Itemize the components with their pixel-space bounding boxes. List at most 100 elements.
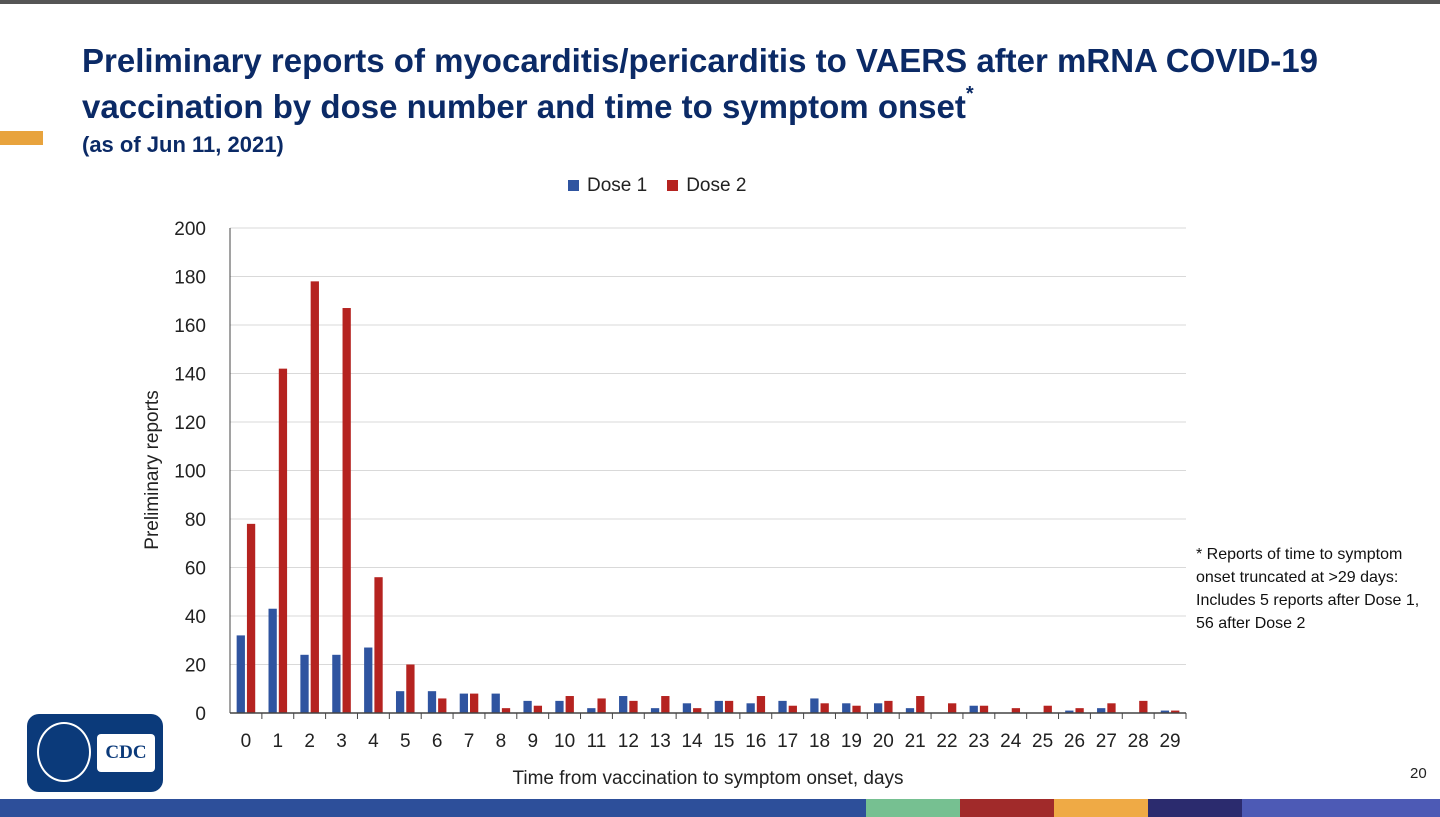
bar-dose2	[884, 700, 893, 713]
bar-dose2	[979, 705, 989, 713]
bar-dose2	[470, 693, 479, 713]
bar-dose2	[501, 708, 511, 713]
x-tick-label: 18	[809, 731, 830, 752]
y-tick-label: 60	[185, 559, 206, 580]
bar-dose2	[1075, 708, 1084, 713]
bar-dose1	[332, 654, 341, 713]
bar-dose2	[1043, 705, 1052, 713]
x-tick-label: 20	[873, 731, 894, 752]
x-tick-label: 12	[618, 731, 639, 752]
bar-dose1	[778, 700, 787, 713]
x-tick-label: 2	[304, 731, 315, 752]
bar-dose1	[1097, 708, 1106, 713]
x-tick-label: 8	[496, 731, 507, 752]
x-tick-label: 10	[554, 731, 575, 752]
y-tick-label: 100	[174, 462, 206, 483]
hhs-seal-icon	[37, 722, 91, 782]
x-tick-label: 1	[273, 731, 284, 752]
bar-dose1	[395, 691, 405, 713]
bar-dose2	[724, 700, 734, 713]
bar-dose1	[300, 654, 309, 713]
bar-dose2	[1171, 710, 1180, 713]
page-title: Preliminary reports of myocarditis/peric…	[82, 38, 1422, 130]
x-tick-label: 16	[745, 731, 766, 752]
bar-dose1	[587, 708, 596, 713]
x-tick-label: 3	[336, 731, 347, 752]
x-tick-label: 28	[1128, 731, 1149, 752]
legend-swatch	[568, 180, 579, 191]
bar-dose2	[629, 700, 638, 713]
x-tick-label: 21	[905, 731, 926, 752]
bar-dose1	[555, 700, 564, 713]
bar-dose2	[820, 703, 829, 713]
bar-dose2	[661, 696, 670, 713]
x-tick-label: 14	[681, 731, 703, 752]
bar-dose2	[1107, 703, 1116, 713]
bar-dose1	[1065, 710, 1074, 713]
bar-dose1	[905, 708, 915, 713]
bar-dose2	[246, 523, 256, 713]
footer-segment	[1148, 799, 1242, 817]
bar-dose2	[852, 705, 861, 713]
bar-dose2	[406, 664, 415, 713]
x-tick-label: 17	[777, 731, 798, 752]
bar-dose1	[650, 708, 660, 713]
cdc-logo-text: CDC	[97, 734, 155, 772]
title-text: Preliminary reports of myocarditis/peric…	[82, 42, 1319, 125]
bar-dose2	[342, 308, 351, 713]
bar-dose2	[310, 281, 319, 713]
footer-segment	[1054, 799, 1148, 817]
legend-label: Dose 1	[587, 175, 648, 196]
x-tick-label: 13	[650, 731, 671, 752]
page-subtitle: (as of Jun 11, 2021)	[82, 132, 284, 157]
bar-dose1	[1160, 710, 1170, 713]
bar-dose1	[873, 703, 883, 713]
bar-dose2	[1011, 708, 1021, 713]
y-tick-label: 80	[185, 510, 206, 531]
bar-dose2	[374, 577, 383, 713]
x-tick-label: 22	[936, 731, 957, 752]
x-tick-label: 7	[464, 731, 475, 752]
bar-dose1	[268, 608, 277, 713]
x-tick-label: 23	[968, 731, 989, 752]
y-tick-label: 180	[174, 268, 206, 289]
bar-dose1	[810, 698, 819, 713]
y-tick-label: 0	[195, 704, 206, 725]
page-header: Preliminary reports of myocarditis/peric…	[82, 38, 1422, 160]
x-tick-label: 4	[368, 731, 379, 752]
bar-dose1	[842, 703, 851, 713]
page-number: 20	[1410, 765, 1427, 782]
bar-dose1	[714, 700, 723, 713]
y-tick-label: 20	[185, 656, 206, 677]
x-tick-label: 11	[587, 731, 607, 752]
bar-dose2	[948, 703, 957, 713]
x-tick-label: 0	[241, 731, 252, 752]
bar-dose1	[523, 700, 532, 713]
x-tick-label: 6	[432, 731, 443, 752]
x-tick-label: 5	[400, 731, 411, 752]
bar-dose2	[916, 696, 925, 713]
bar-dose1	[364, 647, 373, 713]
y-tick-label: 120	[174, 413, 206, 434]
y-tick-label: 140	[174, 365, 206, 386]
legend-label: Dose 2	[686, 175, 747, 196]
footer-color-strip	[0, 799, 1440, 817]
x-tick-label: 15	[713, 731, 734, 752]
legend-swatch	[667, 180, 679, 191]
accent-bar	[0, 131, 43, 145]
footer-segment	[1242, 799, 1440, 817]
x-axis-label: Time from vaccination to symptom onset, …	[512, 768, 903, 789]
legend-item-dose1: Dose 1	[568, 175, 647, 197]
bar-dose1	[491, 693, 500, 713]
x-tick-label: 26	[1064, 731, 1085, 752]
bar-dose1	[969, 705, 978, 713]
x-tick-label: 24	[1000, 731, 1022, 752]
bar-dose1	[746, 703, 755, 713]
bar-dose2	[565, 696, 574, 713]
bar-dose2	[278, 368, 288, 713]
x-tick-label: 9	[527, 731, 538, 752]
bar-dose1	[459, 693, 468, 713]
bar-dose1	[427, 691, 437, 713]
y-tick-label: 160	[174, 316, 206, 337]
